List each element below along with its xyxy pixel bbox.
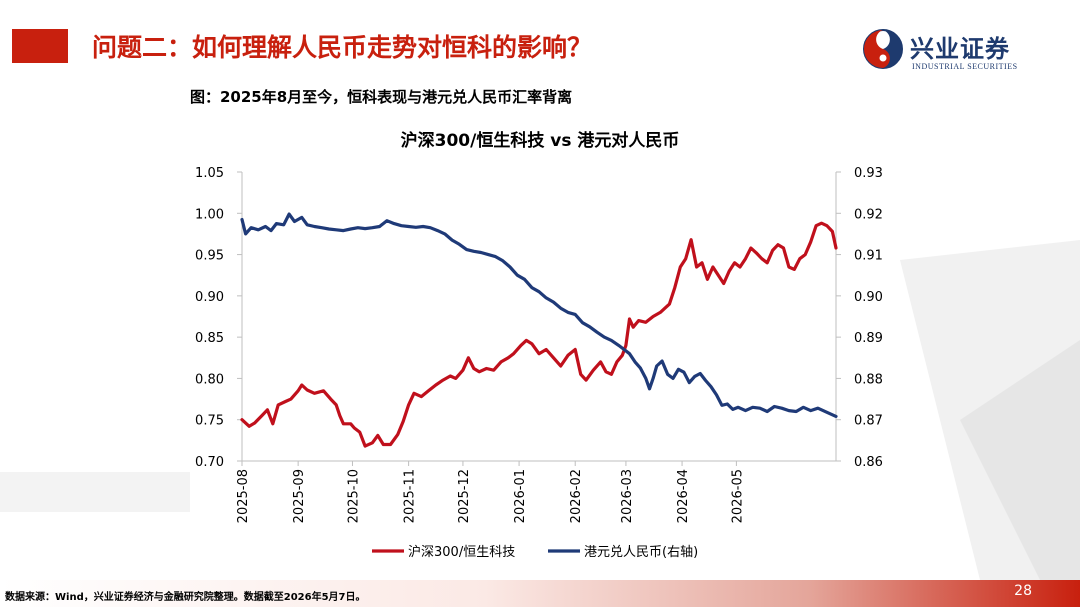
- series-line-hkd-cny: [240, 212, 838, 418]
- x-axis-tick-label: 2025-11: [403, 469, 418, 523]
- left-axis-tick-label: 0.80: [195, 372, 224, 387]
- source-footnote: 数据来源：Wind，兴业证券经济与金融研究院整理。数据截至2026年5月7日。: [5, 592, 366, 603]
- title-accent-block: [12, 29, 68, 63]
- figure-caption: 图：2025年8月至今，恒科表现与港元兑人民币汇率背离: [190, 88, 573, 106]
- left-axis-tick-label: 0.85: [195, 331, 224, 346]
- chart-legend: 沪深300/恒生科技 港元兑人民币(右轴): [372, 544, 698, 560]
- left-axis-tick-label: 1.00: [195, 207, 224, 222]
- left-axis-tick-label: 0.75: [195, 414, 224, 429]
- logo-english-name: INDUSTRIAL SECURITIES: [912, 62, 1018, 71]
- x-axis-tick-label: 2025-09: [292, 469, 307, 523]
- series-line-hs300-hstech: [240, 221, 838, 448]
- left-axis-tick-label: 0.90: [195, 290, 224, 305]
- right-axis-tick-label: 0.88: [854, 372, 883, 387]
- x-axis-tick-label: 2025-10: [346, 469, 361, 523]
- right-axis-tick-label: 0.87: [854, 414, 883, 429]
- right-axis-tick-label: 0.91: [854, 249, 883, 264]
- x-axis-tick-label: 2026-02: [569, 469, 584, 523]
- x-axis-tick-label: 2026-03: [620, 469, 635, 523]
- x-axis-tick-label: 2026-04: [676, 469, 691, 523]
- left-axis-tick-label: 0.95: [195, 249, 224, 264]
- bottom-bar: [0, 580, 1080, 607]
- x-axis-tick-label: 2025-12: [457, 469, 472, 523]
- slide-title: 问题二：如何理解人民币走势对恒科的影响？: [92, 33, 593, 62]
- chart-series: [240, 212, 838, 448]
- right-axis-tick-label: 0.90: [854, 290, 883, 305]
- x-axis-tick-label: 2026-01: [513, 469, 528, 523]
- left-axis-tick-label: 0.70: [195, 455, 224, 470]
- logo-chinese-name: 兴业证券: [910, 34, 1010, 63]
- company-logo: 兴业证券 INDUSTRIAL SECURITIES: [862, 28, 1052, 76]
- right-axis-tick-label: 0.86: [854, 455, 883, 470]
- left-axis-tick-label: 1.05: [195, 166, 224, 181]
- x-axis-tick-label: 2026-05: [730, 469, 745, 523]
- company-logo-icon: [863, 29, 903, 69]
- right-axis-tick-label: 0.93: [854, 166, 883, 181]
- legend-label: 港元兑人民币(右轴): [584, 545, 698, 560]
- page-number: 28: [1014, 583, 1032, 599]
- chart-title: 沪深300/恒生科技 vs 港元对人民币: [400, 131, 680, 151]
- right-axis-tick-label: 0.92: [854, 207, 883, 222]
- x-axis-tick-label: 2025-08: [236, 469, 251, 523]
- right-axis-tick-label: 0.89: [854, 331, 883, 346]
- legend-label: 沪深300/恒生科技: [408, 544, 515, 560]
